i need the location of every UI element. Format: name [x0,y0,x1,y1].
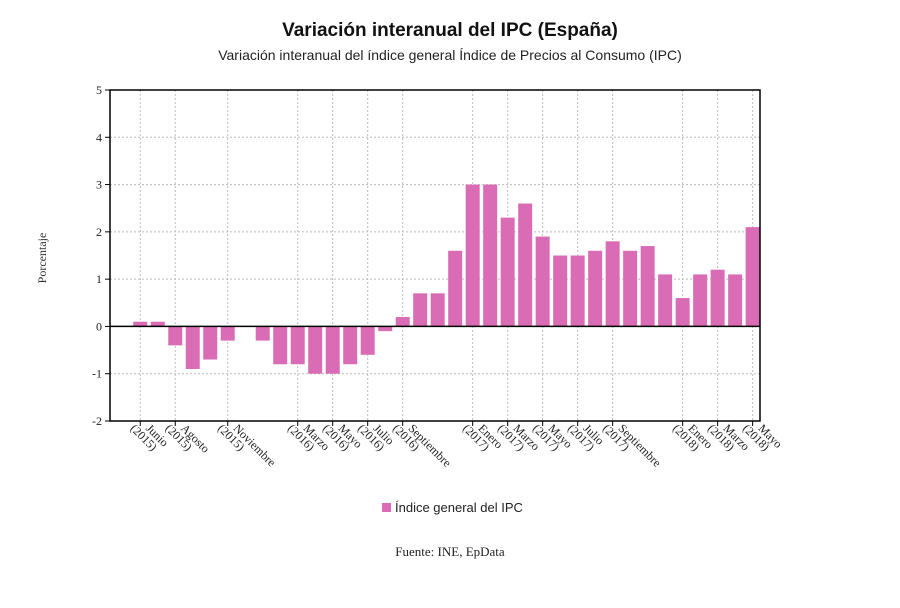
bar [308,326,323,374]
x-axis-ticks: Junio(2015) Agosto(2015) Noviembre(2015) Ma… [128,421,785,470]
bar [500,217,515,327]
axes [109,89,761,422]
x-tick-label: Julio(2017) [565,421,607,454]
x-tick-label: Septiembre(2016) [390,421,454,470]
bar [413,293,428,327]
bar [693,274,708,327]
bar [483,184,498,327]
x-tick-label: Mayo(2017) [530,421,575,454]
x-tick-label: Septiembre(2017) [600,421,664,470]
bar [168,326,183,346]
x-tick-label: Mayo(2018) [740,421,785,454]
chart-title: Variación interanual del IPC (España) [282,20,618,41]
bar [588,250,603,327]
bar [553,255,568,327]
grid-lines [110,89,760,422]
y-tick-label: 2 [96,225,102,239]
legend-label: Índice general del IPC [395,500,523,515]
y-tick-label: -2 [92,414,102,428]
plot-frame [109,89,761,422]
bar [290,326,305,365]
bar [273,326,288,365]
y-tick-label: 0 [96,319,102,333]
bar [658,274,673,327]
bar [745,227,760,327]
x-tick-label: Noviembre(2015) [215,421,279,469]
x-tick-label: Junio(2015) [128,421,172,454]
bar [518,203,533,327]
bar [203,326,218,360]
bar [605,241,620,327]
bar [395,316,410,327]
y-axis-ticks: -2 -1 0 1 2 3 4 5 [92,83,110,428]
y-tick-label: -1 [92,367,102,381]
y-tick-label: 5 [96,83,102,97]
bar [535,236,550,327]
bar [378,326,393,332]
x-tick-label: Julio(2016) [355,421,397,454]
chart-source: Fuente: INE, EpData [395,544,505,559]
bar [640,246,655,327]
bar [570,255,585,327]
legend-swatch [382,503,391,512]
chart-subtitle: Variación interanual del índice general … [218,47,682,63]
y-tick-label: 4 [96,130,102,144]
x-tick-label: Mayo(2016) [320,421,365,454]
y-tick-label: 1 [96,272,102,286]
bar [728,274,743,327]
bar [430,293,445,327]
bar [150,321,165,327]
bar [675,298,690,327]
bar [220,326,235,341]
y-axis-label: Porcentaje [35,233,49,284]
bar [325,326,340,374]
bar-series [115,184,760,374]
y-tick-label: 3 [96,178,102,192]
bar [465,184,480,327]
bar [185,326,200,369]
bar [623,250,638,327]
bar [133,321,148,327]
legend: Índice general del IPC [382,500,523,515]
bar [448,250,463,327]
bar [255,326,270,341]
bar [343,326,358,365]
bar [360,326,375,355]
bar [710,269,725,327]
